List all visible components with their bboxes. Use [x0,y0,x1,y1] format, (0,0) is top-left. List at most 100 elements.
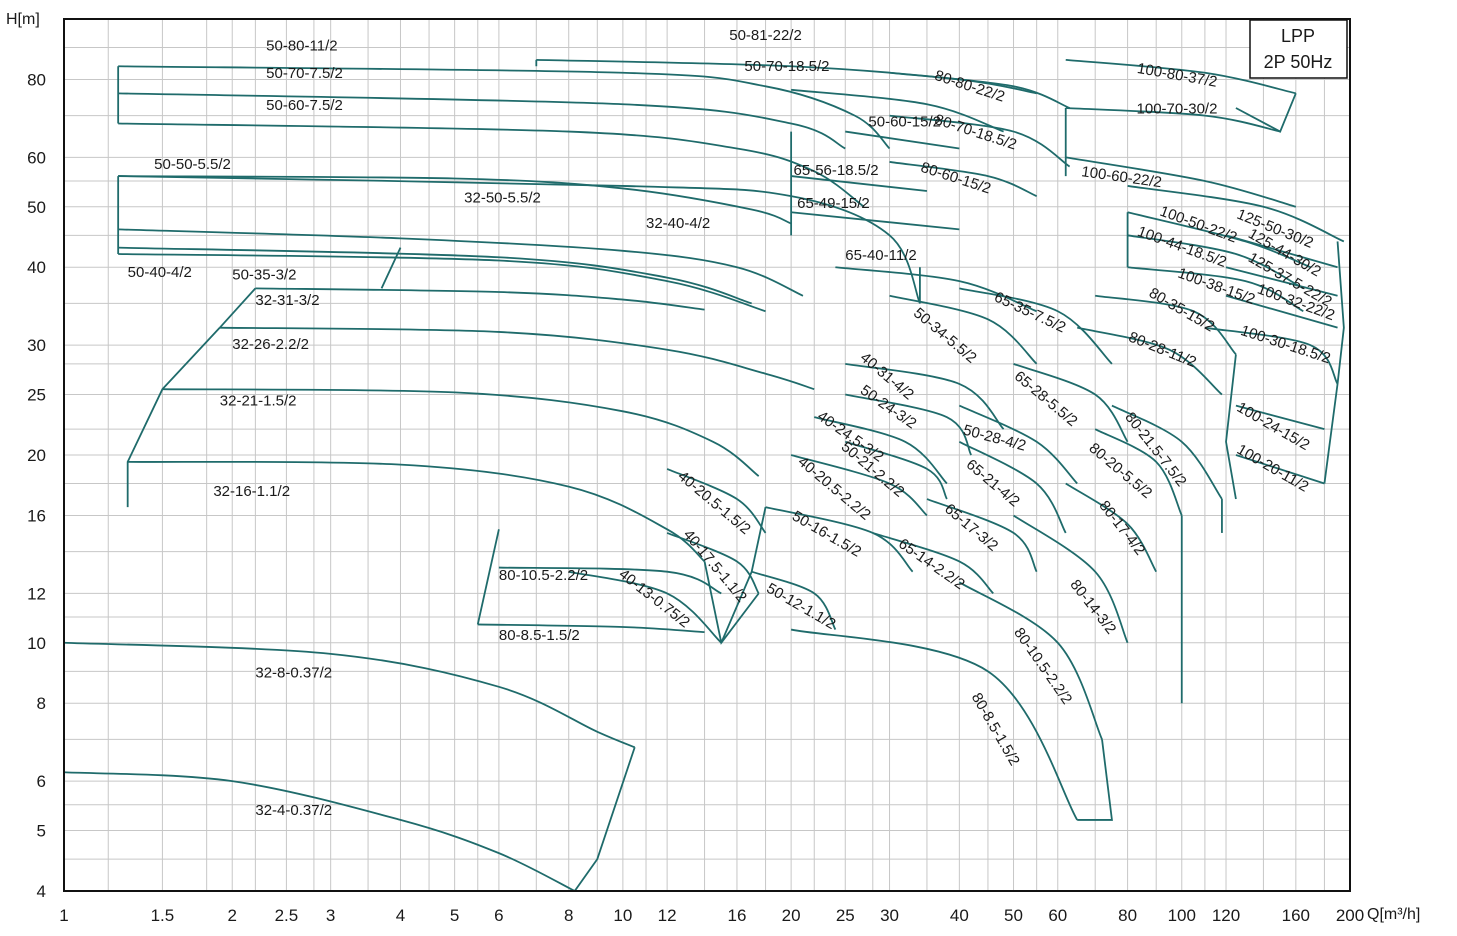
x-tick-18: 80 [1118,906,1137,925]
curve-label-52: 50-28-4/2 [961,422,1027,455]
curve-40-0 [1013,363,1129,443]
x-tick-1: 1.5 [151,906,175,925]
y-tick-3: 8 [37,694,46,713]
envelope-15 [1323,241,1345,484]
curve-8-0 [118,246,752,305]
curve-label-5: 32-31-3/2 [255,292,319,309]
curve-25-0 [1065,156,1297,208]
x-tick-0: 1 [59,906,68,925]
curve-label-14: 50-81-22/2 [729,27,802,44]
curve-1-0 [63,641,636,749]
curve-label-13: 50-80-11/2 [266,38,337,55]
x-tick-17: 60 [1048,906,1067,925]
legend-box: LPP 2P 50Hz [1249,19,1348,79]
envelope-4 [219,287,257,329]
y-tick-9: 30 [27,336,46,355]
curve-21-0 [889,114,1071,168]
curve-56-0 [765,506,914,573]
curve-35-0 [1076,326,1223,396]
curve-51-0 [790,454,928,517]
y-tick-11: 50 [27,198,46,217]
envelope-19 [1235,93,1297,133]
curve-54-0 [926,498,1038,573]
x-tick-7: 6 [494,906,503,925]
curve-label-54: 65-17-3/2 [941,500,1001,554]
plot-frame [63,18,1351,892]
curve-label-8: 50-35-3/2 [232,267,296,284]
y-tick-0: 4 [37,882,46,901]
curve-label-23: 100-80-37/2 [1136,60,1219,91]
curve-15-0 [791,88,1004,133]
curve-24-0 [1065,107,1281,133]
grid-lines [63,18,1351,892]
curve-label-12: 50-70-7.5/2 [266,65,343,82]
curve-6-0 [118,228,804,297]
curve-55-0 [872,532,994,595]
curve-17-0 [791,175,928,192]
x-tick-21: 160 [1282,906,1310,925]
performance-curves [63,58,1345,892]
curve-label-39: 50-34-5.5/2 [910,304,980,366]
curve-52-0 [958,404,1078,485]
curve-label-44: 80-14-3/2 [1066,576,1119,637]
envelope-6 [476,529,500,625]
x-tick-10: 12 [658,906,677,925]
curve-42-0 [1094,428,1183,516]
curve-4-0 [219,326,815,391]
curve-57-0 [751,570,837,631]
curve-29-0 [1225,234,1338,269]
curve-2-0 [127,460,706,563]
x-tick-13: 25 [836,906,855,925]
x-tick-3: 2.5 [275,906,299,925]
x-tick-2: 2 [228,906,237,925]
curve-label-10: 50-50-5.5/2 [154,156,231,173]
curve-label-22: 80-60-15/2 [919,159,993,198]
legend-frequency: 2P 50Hz [1264,52,1333,72]
x-tick-4: 3 [326,906,335,925]
curve-label-1: 32-8-0.37/2 [255,664,332,681]
curve-label-43: 80-17-4/2 [1095,497,1148,558]
x-tick-22: 200 [1336,906,1364,925]
y-tick-2: 6 [37,772,46,791]
curve-label-15: 50-70-18.5/2 [744,58,829,75]
curve-label-4: 32-26-2.2/2 [232,336,309,353]
y-tick-5: 12 [27,584,46,603]
y-tick-labels: 4 5 6 8 10 12 16 20 25 30 40 50 60 80 [27,70,46,901]
y-tick-7: 20 [27,446,46,465]
curve-16-0 [845,130,960,150]
curve-0-0 [63,771,576,892]
curve-38-0 [959,287,1113,365]
curve-5-0 [255,287,705,311]
curve-39-0 [889,294,1038,365]
curve-label-24: 100-70-30/2 [1137,101,1218,118]
curve-50-0 [844,440,948,500]
curve-14-0 [536,58,1037,95]
curve-46-0 [790,628,1078,821]
curve-22-0 [889,161,1038,197]
curve-62-0 [477,623,705,634]
curve-label-7: 32-50-5.5/2 [464,189,541,206]
curve-12-0 [118,92,846,150]
curve-59-0 [666,532,760,594]
envelope-16 [1077,739,1113,821]
curve-label-6: 32-40-4/2 [646,215,710,232]
envelope-3 [126,327,221,508]
curve-label-11: 50-60-7.5/2 [266,97,343,114]
curve-label-60: 40-13-0.75/2 [616,566,694,632]
x-tick-16: 50 [1004,906,1023,925]
curve-label-16: 50-60-15/2 [868,114,941,131]
x-tick-9: 10 [613,906,632,925]
curve-28-0 [1127,234,1304,290]
curve-label-25: 100-60-22/2 [1080,163,1162,191]
curve-label-45: 80-10.5-2.2/2 [1010,625,1075,708]
curve-30-0 [1225,266,1338,297]
curve-34-0 [1204,326,1339,385]
envelope-lines [117,59,1345,892]
curve-19-0 [835,266,1037,313]
curve-36-0 [1235,404,1325,431]
x-tick-8: 8 [564,906,573,925]
curve-label-46: 80-8.5-1.5/2 [968,690,1023,769]
curve-45-0 [958,581,1103,740]
